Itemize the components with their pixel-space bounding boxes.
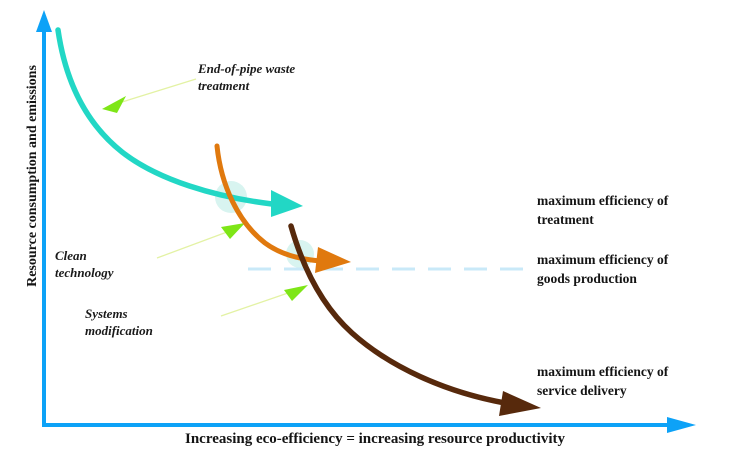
end-of-pipe-pointer-arrowhead	[102, 96, 126, 113]
curve-clean-technology-arrowhead	[315, 247, 351, 273]
curve-systems-modification-arrowhead	[499, 391, 541, 416]
systems-modification-pointer-line	[220, 292, 289, 317]
annotation-systems-modification-line1: Systems	[85, 306, 128, 321]
clean-technology-pointer-line	[156, 231, 228, 259]
label-max-efficiency-goods: maximum efficiency of goods production	[537, 250, 668, 288]
annotation-end-of-pipe-line1: End-of-pipe waste	[198, 61, 296, 76]
label-max-efficiency-service-line1: maximum efficiency of	[537, 364, 669, 379]
annotation-systems-modification: Systems modification	[85, 305, 153, 339]
label-max-efficiency-treatment-line1: maximum efficiency of	[537, 193, 669, 208]
label-max-efficiency-treatment-line2: treatment	[537, 212, 594, 227]
annotation-end-of-pipe: End-of-pipe waste treatment	[198, 60, 295, 94]
annotation-clean-technology-line1: Clean	[55, 248, 87, 263]
y-axis-label: Resource consumption and emissions	[25, 65, 40, 287]
annotation-systems-modification-line2: modification	[85, 323, 153, 338]
label-max-efficiency-service-line2: service delivery	[537, 383, 627, 398]
curve-clean-technology	[214, 143, 323, 264]
annotation-clean-technology: Clean technology	[55, 247, 114, 281]
systems-modification-pointer-arrowhead	[284, 285, 308, 301]
curve-systems-modification	[288, 223, 508, 406]
label-max-efficiency-treatment: maximum efficiency of treatment	[537, 191, 668, 229]
label-max-efficiency-service: maximum efficiency of service delivery	[537, 362, 668, 400]
x-axis-arrowhead	[667, 417, 696, 433]
x-axis-label: Increasing eco-efficiency = increasing r…	[184, 431, 566, 447]
label-max-efficiency-goods-line1: maximum efficiency of	[537, 252, 669, 267]
label-max-efficiency-goods-line2: goods production	[537, 271, 637, 286]
annotation-clean-technology-line2: technology	[55, 265, 114, 280]
curve-end-of-pipe	[55, 27, 275, 207]
clean-technology-pointer-arrowhead	[221, 223, 245, 239]
y-axis-arrowhead	[36, 10, 52, 32]
annotation-end-of-pipe-line2: treatment	[198, 78, 250, 93]
end-of-pipe-pointer-line	[121, 78, 197, 103]
curve-end-of-pipe-arrowhead	[271, 190, 303, 217]
